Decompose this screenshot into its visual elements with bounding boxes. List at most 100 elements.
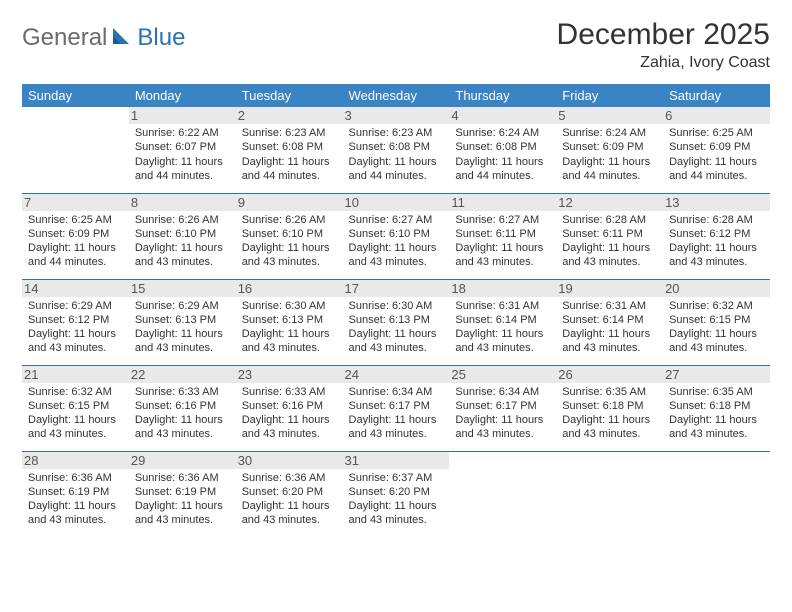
sunrise-line: Sunrise: 6:29 AM xyxy=(28,299,123,313)
sunset-line: Sunset: 6:10 PM xyxy=(349,227,444,241)
daylight-line: Daylight: 11 hours and 43 minutes. xyxy=(242,413,337,442)
week-row: 1Sunrise: 6:22 AMSunset: 6:07 PMDaylight… xyxy=(22,107,770,193)
sunset-line: Sunset: 6:17 PM xyxy=(349,399,444,413)
sunrise-line: Sunrise: 6:28 AM xyxy=(562,213,657,227)
day-details: Sunrise: 6:29 AMSunset: 6:13 PMDaylight:… xyxy=(135,299,230,356)
day-details: Sunrise: 6:36 AMSunset: 6:20 PMDaylight:… xyxy=(242,471,337,528)
daylight-line: Daylight: 11 hours and 44 minutes. xyxy=(28,241,123,270)
sunset-line: Sunset: 6:18 PM xyxy=(562,399,657,413)
sunrise-line: Sunrise: 6:28 AM xyxy=(669,213,764,227)
sunset-line: Sunset: 6:09 PM xyxy=(28,227,123,241)
day-number: 12 xyxy=(556,194,663,211)
day-cell: 12 Sunrise: 6:28 AMSunset: 6:11 PMDayligh… xyxy=(556,193,663,279)
day-number: 21 xyxy=(22,366,129,383)
sunrise-line: Sunrise: 6:32 AM xyxy=(669,299,764,313)
week-row: 28Sunrise: 6:36 AMSunset: 6:19 PMDayligh… xyxy=(22,451,770,537)
sunrise-line: Sunrise: 6:26 AM xyxy=(135,213,230,227)
calendar-table: Sunday Monday Tuesday Wednesday Thursday… xyxy=(22,84,770,537)
day-cell: 27Sunrise: 6:35 AMSunset: 6:18 PMDayligh… xyxy=(663,365,770,451)
day-details: Sunrise: 6:31 AMSunset: 6:14 PMDaylight:… xyxy=(455,299,550,356)
daylight-line: Daylight: 11 hours and 43 minutes. xyxy=(349,413,444,442)
sunrise-line: Sunrise: 6:30 AM xyxy=(242,299,337,313)
sunset-line: Sunset: 6:08 PM xyxy=(349,140,444,154)
day-details: Sunrise: 6:26 AMSunset: 6:10 PMDaylight:… xyxy=(135,213,230,270)
sunrise-line: Sunrise: 6:22 AM xyxy=(135,126,230,140)
day-details: Sunrise: 6:27 AMSunset: 6:11 PMDaylight:… xyxy=(455,213,550,270)
day-number: 20 xyxy=(663,280,770,297)
day-details: Sunrise: 6:31 AMSunset: 6:14 PMDaylight:… xyxy=(562,299,657,356)
sunset-line: Sunset: 6:19 PM xyxy=(28,485,123,499)
sunset-line: Sunset: 6:19 PM xyxy=(135,485,230,499)
day-details: Sunrise: 6:36 AMSunset: 6:19 PMDaylight:… xyxy=(135,471,230,528)
day-details: Sunrise: 6:24 AMSunset: 6:08 PMDaylight:… xyxy=(455,126,550,183)
daylight-line: Daylight: 11 hours and 43 minutes. xyxy=(135,413,230,442)
daylight-line: Daylight: 11 hours and 44 minutes. xyxy=(349,155,444,184)
daylight-line: Daylight: 11 hours and 43 minutes. xyxy=(562,327,657,356)
day-number: 5 xyxy=(556,107,663,124)
day-details: Sunrise: 6:28 AMSunset: 6:11 PMDaylight:… xyxy=(562,213,657,270)
daylight-line: Daylight: 11 hours and 43 minutes. xyxy=(242,327,337,356)
day-details: Sunrise: 6:34 AMSunset: 6:17 PMDaylight:… xyxy=(349,385,444,442)
day-details: Sunrise: 6:32 AMSunset: 6:15 PMDaylight:… xyxy=(28,385,123,442)
day-details: Sunrise: 6:37 AMSunset: 6:20 PMDaylight:… xyxy=(349,471,444,528)
day-details: Sunrise: 6:23 AMSunset: 6:08 PMDaylight:… xyxy=(349,126,444,183)
day-cell: 22Sunrise: 6:33 AMSunset: 6:16 PMDayligh… xyxy=(129,365,236,451)
day-cell: 26Sunrise: 6:35 AMSunset: 6:18 PMDayligh… xyxy=(556,365,663,451)
day-details: Sunrise: 6:33 AMSunset: 6:16 PMDaylight:… xyxy=(242,385,337,442)
daylight-line: Daylight: 11 hours and 43 minutes. xyxy=(669,413,764,442)
daylight-line: Daylight: 11 hours and 43 minutes. xyxy=(562,413,657,442)
sunset-line: Sunset: 6:16 PM xyxy=(242,399,337,413)
header: General Blue December 2025 Zahia, Ivory … xyxy=(22,18,770,72)
sunrise-line: Sunrise: 6:27 AM xyxy=(349,213,444,227)
day-cell: 9 Sunrise: 6:26 AMSunset: 6:10 PMDaylight… xyxy=(236,193,343,279)
day-details: Sunrise: 6:35 AMSunset: 6:18 PMDaylight:… xyxy=(669,385,764,442)
daylight-line: Daylight: 11 hours and 43 minutes. xyxy=(562,241,657,270)
daylight-line: Daylight: 11 hours and 44 minutes. xyxy=(455,155,550,184)
sunset-line: Sunset: 6:12 PM xyxy=(28,313,123,327)
sunset-line: Sunset: 6:15 PM xyxy=(28,399,123,413)
day-header: Saturday xyxy=(663,84,770,107)
day-details: Sunrise: 6:25 AMSunset: 6:09 PMDaylight:… xyxy=(28,213,123,270)
day-number: 28 xyxy=(22,452,129,469)
day-header: Friday xyxy=(556,84,663,107)
sunrise-line: Sunrise: 6:36 AM xyxy=(242,471,337,485)
daylight-line: Daylight: 11 hours and 43 minutes. xyxy=(669,327,764,356)
sunrise-line: Sunrise: 6:24 AM xyxy=(562,126,657,140)
sunrise-line: Sunrise: 6:32 AM xyxy=(28,385,123,399)
sunrise-line: Sunrise: 6:37 AM xyxy=(349,471,444,485)
daylight-line: Daylight: 11 hours and 43 minutes. xyxy=(242,499,337,528)
day-cell: 4Sunrise: 6:24 AMSunset: 6:08 PMDaylight… xyxy=(449,107,556,193)
day-header-row: Sunday Monday Tuesday Wednesday Thursday… xyxy=(22,84,770,107)
day-details: Sunrise: 6:28 AMSunset: 6:12 PMDaylight:… xyxy=(669,213,764,270)
sunrise-line: Sunrise: 6:33 AM xyxy=(135,385,230,399)
week-row: 21Sunrise: 6:32 AMSunset: 6:15 PMDayligh… xyxy=(22,365,770,451)
day-cell: 8Sunrise: 6:26 AMSunset: 6:10 PMDaylight… xyxy=(129,193,236,279)
sunset-line: Sunset: 6:08 PM xyxy=(455,140,550,154)
day-header: Thursday xyxy=(449,84,556,107)
week-row: 14Sunrise: 6:29 AMSunset: 6:12 PMDayligh… xyxy=(22,279,770,365)
sunrise-line: Sunrise: 6:31 AM xyxy=(562,299,657,313)
sunset-line: Sunset: 6:09 PM xyxy=(669,140,764,154)
week-row: 7 Sunrise: 6:25 AMSunset: 6:09 PMDaylight… xyxy=(22,193,770,279)
daylight-line: Daylight: 11 hours and 43 minutes. xyxy=(242,241,337,270)
sunrise-line: Sunrise: 6:34 AM xyxy=(349,385,444,399)
day-number: 17 xyxy=(343,280,450,297)
daylight-line: Daylight: 11 hours and 43 minutes. xyxy=(135,499,230,528)
sunrise-line: Sunrise: 6:27 AM xyxy=(455,213,550,227)
day-details: Sunrise: 6:26 AMSunset: 6:10 PMDaylight:… xyxy=(242,213,337,270)
day-details: Sunrise: 6:34 AMSunset: 6:17 PMDaylight:… xyxy=(455,385,550,442)
day-details: Sunrise: 6:23 AMSunset: 6:08 PMDaylight:… xyxy=(242,126,337,183)
day-number: 7 xyxy=(22,194,129,211)
day-cell: 14Sunrise: 6:29 AMSunset: 6:12 PMDayligh… xyxy=(22,279,129,365)
sunset-line: Sunset: 6:16 PM xyxy=(135,399,230,413)
sunset-line: Sunset: 6:13 PM xyxy=(135,313,230,327)
day-number: 13 xyxy=(663,194,770,211)
day-cell: 7 Sunrise: 6:25 AMSunset: 6:09 PMDaylight… xyxy=(22,193,129,279)
daylight-line: Daylight: 11 hours and 44 minutes. xyxy=(562,155,657,184)
day-cell: 3Sunrise: 6:23 AMSunset: 6:08 PMDaylight… xyxy=(343,107,450,193)
sunrise-line: Sunrise: 6:25 AM xyxy=(669,126,764,140)
day-number: 9 xyxy=(236,194,343,211)
sunrise-line: Sunrise: 6:24 AM xyxy=(455,126,550,140)
sunset-line: Sunset: 6:08 PM xyxy=(242,140,337,154)
day-cell: 19Sunrise: 6:31 AMSunset: 6:14 PMDayligh… xyxy=(556,279,663,365)
